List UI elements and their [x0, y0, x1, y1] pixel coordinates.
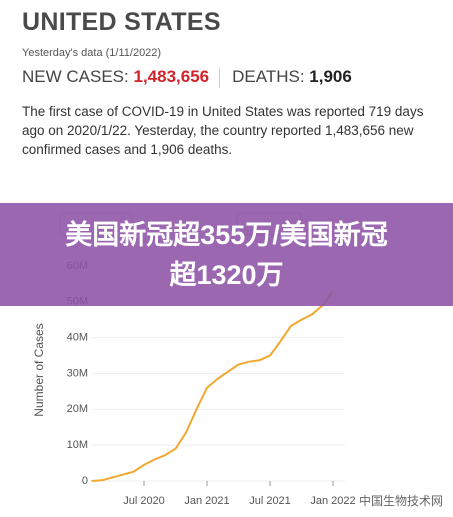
y-tick-label: 10M — [67, 439, 88, 451]
y-tick-label: 20M — [67, 403, 88, 415]
x-tick-label: Jul 2020 — [123, 495, 165, 507]
banner: 美国新冠超355万/美国新冠超1320万 — [0, 203, 453, 306]
x-tick-label: Jul 2021 — [249, 495, 291, 507]
subtitle: Yesterday's data (1/11/2022) — [22, 47, 162, 59]
y-tick-label: 30M — [67, 367, 88, 379]
deaths: 1,906 — [309, 67, 352, 86]
deaths-label: DEATHS: — [232, 67, 305, 86]
y-tick-label: 0 — [82, 475, 88, 487]
new-cases-label: NEW CASES: — [22, 67, 129, 86]
x-tick-label: Jan 2022 — [310, 495, 355, 507]
y-tick-label: 40M — [67, 332, 88, 344]
header: UNITED STATES Yesterday's data (1/11/202… — [22, 8, 447, 159]
new-cases: 1,483,656 — [133, 67, 210, 86]
stats: NEW CASES: 1,483,656 DEATHS: 1,906 — [22, 67, 447, 88]
x-tick-label: Jan 2021 — [184, 495, 229, 507]
title: UNITED STATES — [22, 8, 221, 36]
watermark: 中国生物技术网 — [354, 490, 447, 511]
line — [91, 290, 334, 482]
banner-text: 美国新冠超355万/美国新冠超1320万 — [65, 219, 388, 290]
y-axis-title: Number of Cases — [32, 323, 46, 416]
summary: The first case of COVID-19 in United Sta… — [22, 103, 424, 157]
